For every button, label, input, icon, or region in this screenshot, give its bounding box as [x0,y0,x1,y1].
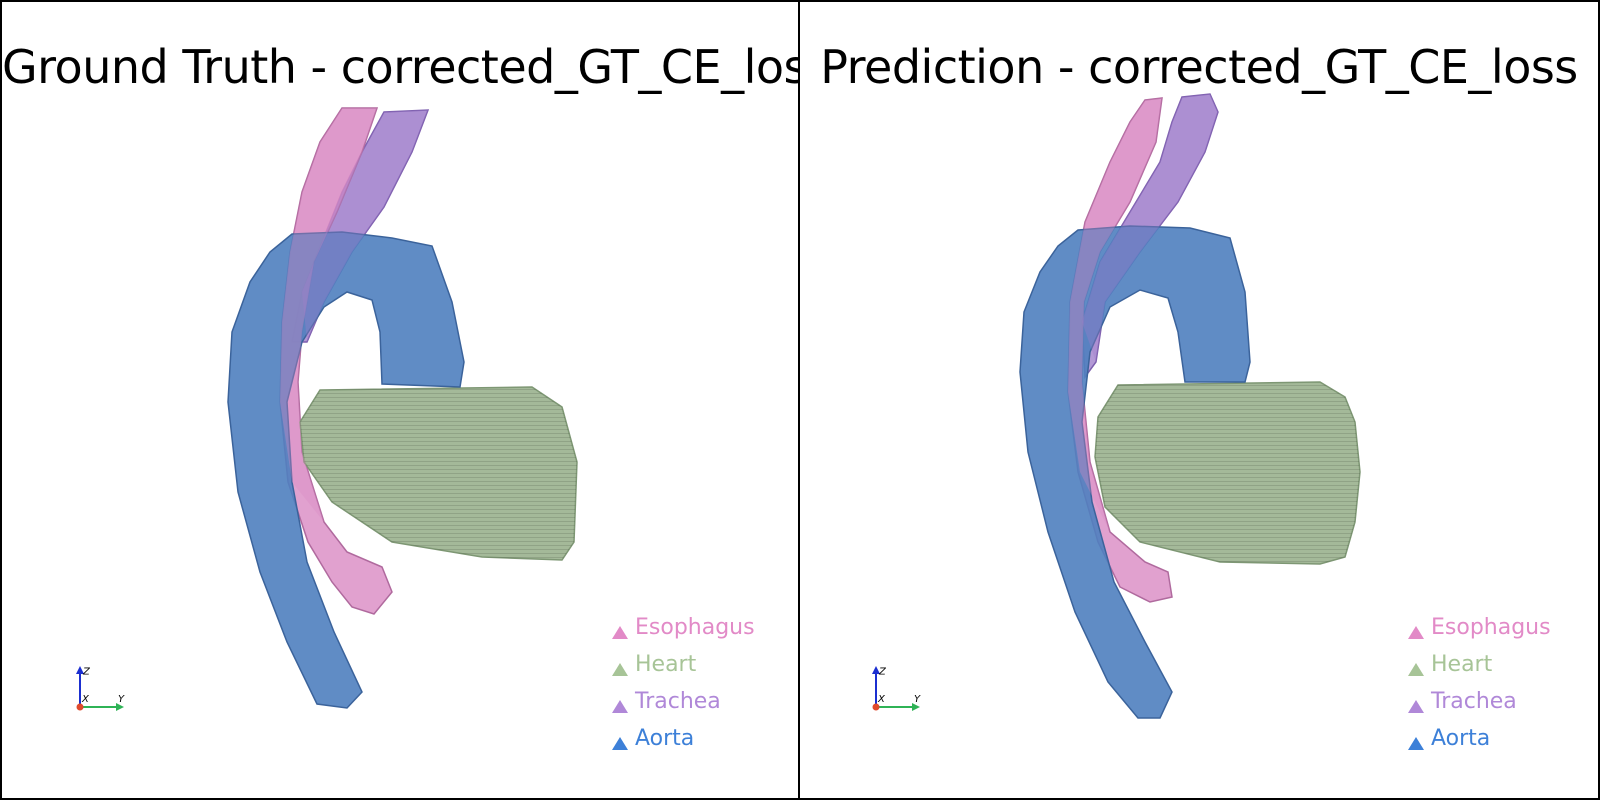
anatomy-render[interactable] [800,2,1600,800]
legend-item-aorta: Aorta [1408,720,1551,757]
orientation-axes-icon: Z X Y [76,666,125,711]
triangle-icon [1408,626,1424,639]
axis-x-label: X [877,694,886,705]
triangle-icon [1408,700,1424,713]
ground-truth-viewport[interactable]: Ground Truth - corrected_GT_CE_loss Esop… [0,0,800,800]
legend-label: Heart [635,652,697,677]
aorta-mesh [227,231,465,709]
viewport-title: Ground Truth - corrected_GT_CE_loss [2,40,800,94]
legend-item-esophagus: Esophagus [612,609,755,646]
anatomy-render[interactable] [2,2,800,800]
legend-item-aorta: Aorta [612,720,755,757]
legend-label: Heart [1431,652,1493,677]
triangle-icon [612,626,628,639]
prediction-viewport[interactable]: Prediction - corrected_GT_CE_loss Esopha… [800,0,1600,800]
legend-label: Trachea [1431,689,1517,714]
legend-label: Esophagus [635,615,755,640]
triangle-icon [612,737,628,750]
legend: Esophagus Heart Trachea Aorta [1408,609,1551,757]
legend-item-trachea: Trachea [1408,683,1551,720]
triangle-icon [612,700,628,713]
triangle-icon [612,663,628,676]
axis-z-label: Z [878,666,887,677]
triangle-icon [1408,663,1424,676]
legend-item-trachea: Trachea [612,683,755,720]
legend-label: Aorta [1431,726,1491,751]
legend-label: Aorta [635,726,695,751]
aorta-mesh [1019,225,1251,719]
legend-label: Esophagus [1431,615,1551,640]
legend-item-heart: Heart [1408,646,1551,683]
axis-y-label: Y [118,694,125,705]
legend: Esophagus Heart Trachea Aorta [612,609,755,757]
legend-item-heart: Heart [612,646,755,683]
legend-label: Trachea [635,689,721,714]
axis-z-label: Z [82,666,91,677]
viewport-title: Prediction - corrected_GT_CE_loss [820,40,1578,94]
axis-y-label: Y [914,694,921,705]
triangle-icon [1408,737,1424,750]
legend-item-esophagus: Esophagus [1408,609,1551,646]
axis-x-label: X [81,694,90,705]
orientation-axes-icon: Z X Y [872,666,921,711]
